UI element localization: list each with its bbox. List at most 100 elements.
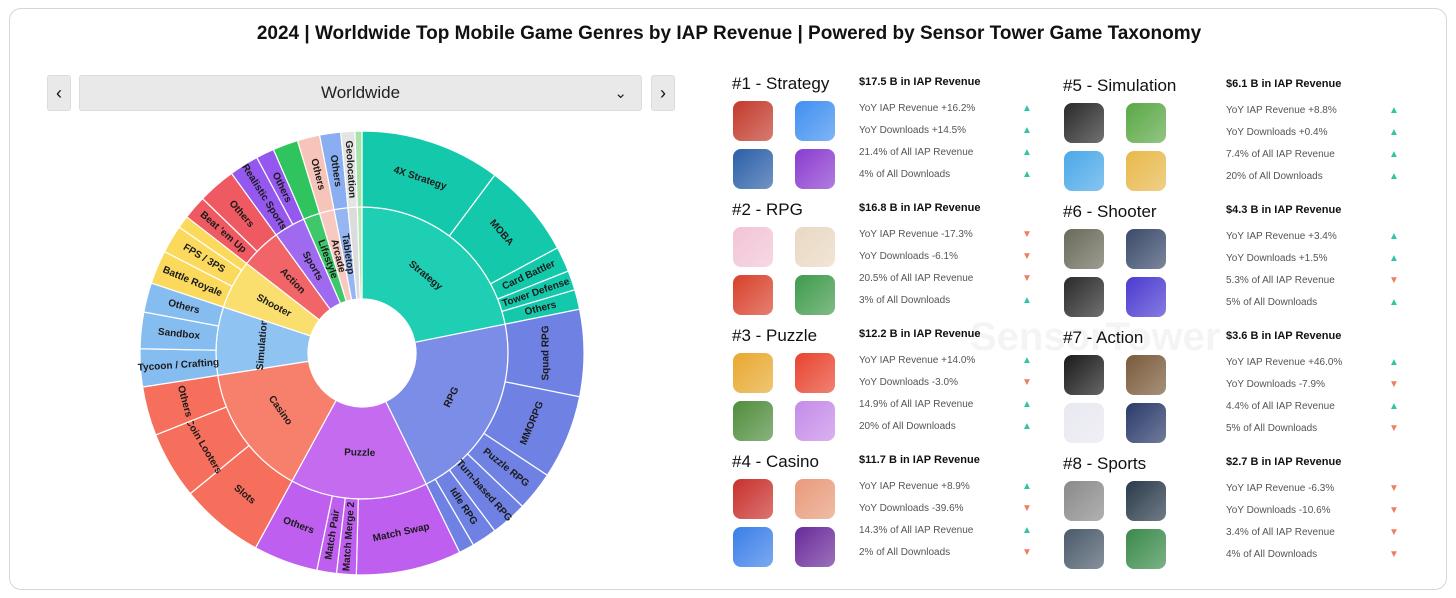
next-region-button[interactable]: › xyxy=(651,75,675,111)
triangle-up-icon: ▲ xyxy=(1022,125,1032,136)
genre-card: #2 - RPG $16.8 B in IAP Revenue YoY IAP Re… xyxy=(732,200,1042,320)
app-icon[interactable] xyxy=(795,275,835,315)
genre-stat: YoY IAP Revenue -17.3% xyxy=(859,229,973,240)
app-icon[interactable] xyxy=(1126,355,1166,395)
genre-revenue: $11.7 B in IAP Revenue xyxy=(859,454,980,466)
app-icon[interactable] xyxy=(1126,151,1166,191)
genre-card: #7 - Action $3.6 B in IAP Revenue YoY IAP … xyxy=(1063,328,1399,448)
chart-frame: 2024 | Worldwide Top Mobile Game Genres … xyxy=(9,8,1447,590)
app-icon[interactable] xyxy=(1064,481,1104,521)
app-icon[interactable] xyxy=(1126,481,1166,521)
app-icon[interactable] xyxy=(733,401,773,441)
chevron-right-icon: › xyxy=(660,82,666,103)
triangle-down-icon: ▼ xyxy=(1022,547,1032,558)
triangle-down-icon: ▼ xyxy=(1389,549,1399,560)
app-icon[interactable] xyxy=(1126,103,1166,143)
genre-card: #4 - Casino $11.7 B in IAP Revenue YoY IAP… xyxy=(732,452,1042,572)
genre-stat: YoY IAP Revenue +46.0% xyxy=(1226,357,1343,368)
genre-stat: 14.9% of All IAP Revenue xyxy=(859,399,974,410)
genre-stat: 20% of All Downloads xyxy=(859,421,956,432)
genre-rank-title: #3 - Puzzle xyxy=(732,326,818,345)
genre-card: #5 - Simulation $6.1 B in IAP Revenue YoY … xyxy=(1063,76,1399,196)
genre-stat: YoY Downloads +14.5% xyxy=(859,125,967,136)
triangle-up-icon: ▲ xyxy=(1389,127,1399,138)
app-icon[interactable] xyxy=(1064,277,1104,317)
genre-stat: YoY IAP Revenue +16.2% xyxy=(859,103,976,114)
region-select-value: Worldwide xyxy=(320,83,401,102)
app-icon[interactable] xyxy=(733,479,773,519)
app-icon[interactable] xyxy=(1064,229,1104,269)
genre-rank-title: #7 - Action xyxy=(1063,328,1144,347)
genre-stat: 5% of All Downloads xyxy=(1226,297,1318,308)
genre-stat: 3% of All Downloads xyxy=(859,295,951,306)
triangle-up-icon: ▲ xyxy=(1022,103,1032,114)
genre-stat: YoY Downloads -10.6% xyxy=(1226,505,1331,516)
app-icon[interactable] xyxy=(795,227,835,267)
prev-region-button[interactable]: ‹ xyxy=(47,75,71,111)
genre-stat: YoY Downloads -3.0% xyxy=(859,377,958,388)
app-icon[interactable] xyxy=(1126,403,1166,443)
app-icon[interactable] xyxy=(733,101,773,141)
genre-stat: 21.4% of All IAP Revenue xyxy=(859,147,974,158)
genre-stat: YoY Downloads -6.1% xyxy=(859,251,958,262)
outer-segment-other-unlabeled-32[interactable] xyxy=(354,130,363,208)
app-icon[interactable] xyxy=(733,275,773,315)
genre-stat: 4.4% of All IAP Revenue xyxy=(1226,401,1335,412)
genre-revenue: $6.1 B in IAP Revenue xyxy=(1226,78,1342,90)
app-icon[interactable] xyxy=(1064,103,1104,143)
triangle-up-icon: ▲ xyxy=(1389,357,1399,368)
app-icon[interactable] xyxy=(795,527,835,567)
genre-revenue: $2.7 B in IAP Revenue xyxy=(1226,456,1342,468)
genre-stat: 5.3% of All IAP Revenue xyxy=(1226,275,1335,286)
genre-stat: YoY IAP Revenue +8.8% xyxy=(1226,105,1337,116)
app-icon[interactable] xyxy=(1064,151,1104,191)
outer-segment-tabletop-others-30-label: Others xyxy=(328,154,344,188)
triangle-up-icon: ▲ xyxy=(1022,525,1032,536)
app-icon[interactable] xyxy=(1126,277,1166,317)
genre-stat: 2% of All Downloads xyxy=(859,547,951,558)
genre-card: #6 - Shooter $4.3 B in IAP Revenue YoY IAP… xyxy=(1063,202,1399,322)
outer-segment-simulation-sandbox-19-label: Sandbox xyxy=(157,327,201,342)
triangle-up-icon: ▲ xyxy=(1389,253,1399,264)
triangle-up-icon: ▲ xyxy=(1022,481,1032,492)
genre-stat: YoY IAP Revenue +8.9% xyxy=(859,481,970,492)
genre-stat: 14.3% of All IAP Revenue xyxy=(859,525,974,536)
triangle-up-icon: ▲ xyxy=(1022,355,1032,366)
triangle-down-icon: ▼ xyxy=(1022,273,1032,284)
triangle-up-icon: ▲ xyxy=(1389,297,1399,308)
triangle-down-icon: ▼ xyxy=(1022,503,1032,514)
genre-stat: YoY Downloads +0.4% xyxy=(1226,127,1328,138)
triangle-up-icon: ▲ xyxy=(1022,295,1032,306)
genre-stat: 4% of All Downloads xyxy=(1226,549,1318,560)
app-icon[interactable] xyxy=(1064,355,1104,395)
genre-stat: 4% of All Downloads xyxy=(859,169,951,180)
outer-segment-rpg-squad-rpg-5-label: Squad RPG xyxy=(541,325,552,380)
genre-revenue: $3.6 B in IAP Revenue xyxy=(1226,330,1342,342)
triangle-up-icon: ▲ xyxy=(1389,171,1399,182)
genre-stat: 3.4% of All IAP Revenue xyxy=(1226,527,1335,538)
genre-card: #3 - Puzzle $12.2 B in IAP Revenue YoY IAP… xyxy=(732,326,1042,446)
genre-rank-title: #5 - Simulation xyxy=(1063,76,1177,95)
app-icon[interactable] xyxy=(795,401,835,441)
triangle-down-icon: ▼ xyxy=(1389,423,1399,434)
triangle-down-icon: ▼ xyxy=(1389,483,1399,494)
app-icon[interactable] xyxy=(733,149,773,189)
triangle-up-icon: ▲ xyxy=(1022,147,1032,158)
app-icon[interactable] xyxy=(1126,229,1166,269)
app-icon[interactable] xyxy=(795,101,835,141)
region-select[interactable]: Worldwide ⌄ xyxy=(79,75,642,111)
app-icon[interactable] xyxy=(795,353,835,393)
app-icon[interactable] xyxy=(1064,403,1104,443)
app-icon[interactable] xyxy=(795,479,835,519)
app-icon[interactable] xyxy=(733,527,773,567)
genre-stat: YoY IAP Revenue +14.0% xyxy=(859,355,976,366)
app-icon[interactable] xyxy=(1064,529,1104,569)
app-icon[interactable] xyxy=(1126,529,1166,569)
genre-stat: 7.4% of All IAP Revenue xyxy=(1226,149,1335,160)
app-icon[interactable] xyxy=(795,149,835,189)
triangle-down-icon: ▼ xyxy=(1022,377,1032,388)
app-icon[interactable] xyxy=(733,353,773,393)
app-icon[interactable] xyxy=(733,227,773,267)
triangle-up-icon: ▲ xyxy=(1389,149,1399,160)
